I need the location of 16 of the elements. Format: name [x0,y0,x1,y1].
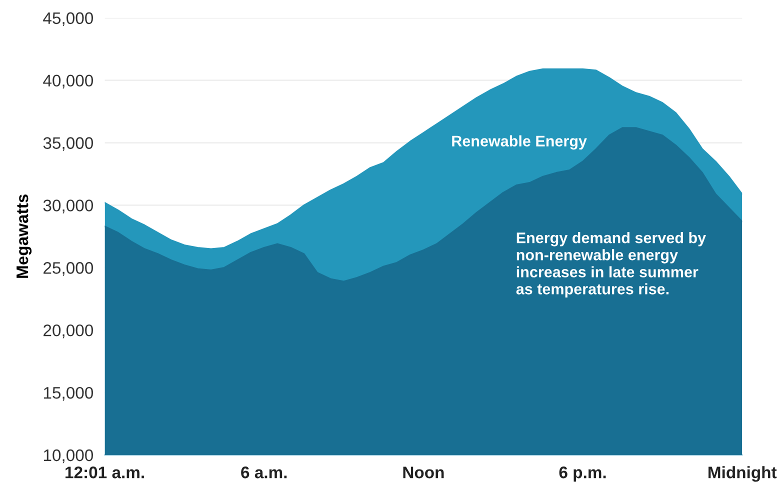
y-tick-label: 10,000 [44,449,94,464]
y-tick-label: 45,000 [43,12,94,26]
x-tick-label: Noon [403,466,444,478]
annotation: Renewable Energy [452,135,587,150]
y-tick-label: 20,000 [44,324,94,338]
x-tick-label: Midnight [708,466,777,482]
y-tick-label: 35,000 [43,137,94,151]
x-tick-label: 6 a.m. [241,466,287,478]
annotation: Energy demand served by non-renewable energy increases in late summer as temperatures rise. [516,232,706,298]
x-tick-label: 12:01 a.m. [66,466,144,478]
y-tick-label: 15,000 [44,386,94,401]
y-axis-title: Megawatts [16,194,32,278]
y-tick-label: 40,000 [43,74,94,88]
x-tick-label: 6 p.m. [559,466,606,482]
y-tick-label: 30,000 [43,200,94,214]
y-tick-label: 25,000 [44,262,94,276]
